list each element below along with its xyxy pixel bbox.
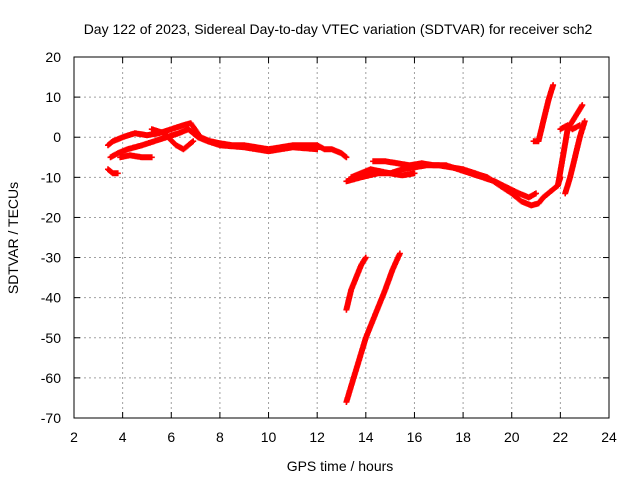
x-tick-label: 2 (70, 429, 78, 445)
series-markers (107, 126, 321, 161)
x-tick-label: 24 (601, 429, 617, 445)
series-markers (343, 254, 369, 313)
grid-lines (74, 57, 609, 418)
x-tick-label: 18 (455, 429, 471, 445)
series-markers (105, 166, 121, 177)
data-points (105, 82, 588, 405)
x-tick-label: 12 (309, 429, 325, 445)
x-tick-label: 14 (358, 429, 374, 445)
x-tick-label: 6 (167, 429, 175, 445)
x-tick-label: 4 (119, 429, 127, 445)
series-markers (370, 158, 539, 201)
series-markers (562, 118, 588, 197)
series-arc-main-4 (370, 158, 539, 201)
y-tick-label: 10 (45, 89, 61, 105)
y-tick-label: -40 (41, 290, 61, 306)
x-ticks: 2 4 6 8 10 12 14 16 18 20 22 24 (70, 57, 617, 445)
series-arc-main-2 (107, 126, 321, 161)
series-arc-segment-b (148, 126, 197, 153)
y-ticks: -70 -60 -50 -40 -30 -20 -10 0 10 20 (41, 49, 609, 426)
y-tick-label: -30 (41, 250, 61, 266)
series-arc-late-d (562, 118, 588, 197)
x-tick-label: 8 (216, 429, 224, 445)
x-tick-label: 16 (407, 429, 423, 445)
y-tick-label: -10 (41, 169, 61, 185)
series-markers (148, 126, 197, 153)
plot-frame (73, 56, 610, 419)
y-tick-label: 0 (53, 129, 61, 145)
series-markers (348, 166, 418, 181)
y-tick-label: 20 (45, 49, 61, 65)
series-markers (530, 82, 557, 145)
series-arc-drop-b (343, 250, 403, 405)
y-tick-label: -70 (41, 410, 61, 426)
series-markers (343, 250, 403, 405)
x-tick-label: 10 (261, 429, 277, 445)
series-arc-segment-a (117, 152, 155, 161)
chart-title: Day 122 of 2023, Sidereal Day-to-day VTE… (84, 21, 593, 37)
y-tick-label: -20 (41, 209, 61, 225)
series-arc-main-5 (348, 166, 418, 181)
y-axis-label: SDTVAR / TECUs (5, 182, 21, 294)
series-markers (557, 122, 583, 133)
y-tick-label: -60 (41, 370, 61, 386)
x-axis-label: GPS time / hours (287, 458, 394, 474)
series-arc-start-c (105, 166, 121, 177)
x-tick-label: 20 (504, 429, 520, 445)
series-arc-drop-a (343, 254, 369, 313)
y-tick-label: -50 (41, 330, 61, 346)
series-arc-late-c (557, 122, 583, 133)
series-markers (117, 152, 155, 161)
series-arc-late-a (530, 82, 557, 145)
x-tick-label: 22 (553, 429, 569, 445)
